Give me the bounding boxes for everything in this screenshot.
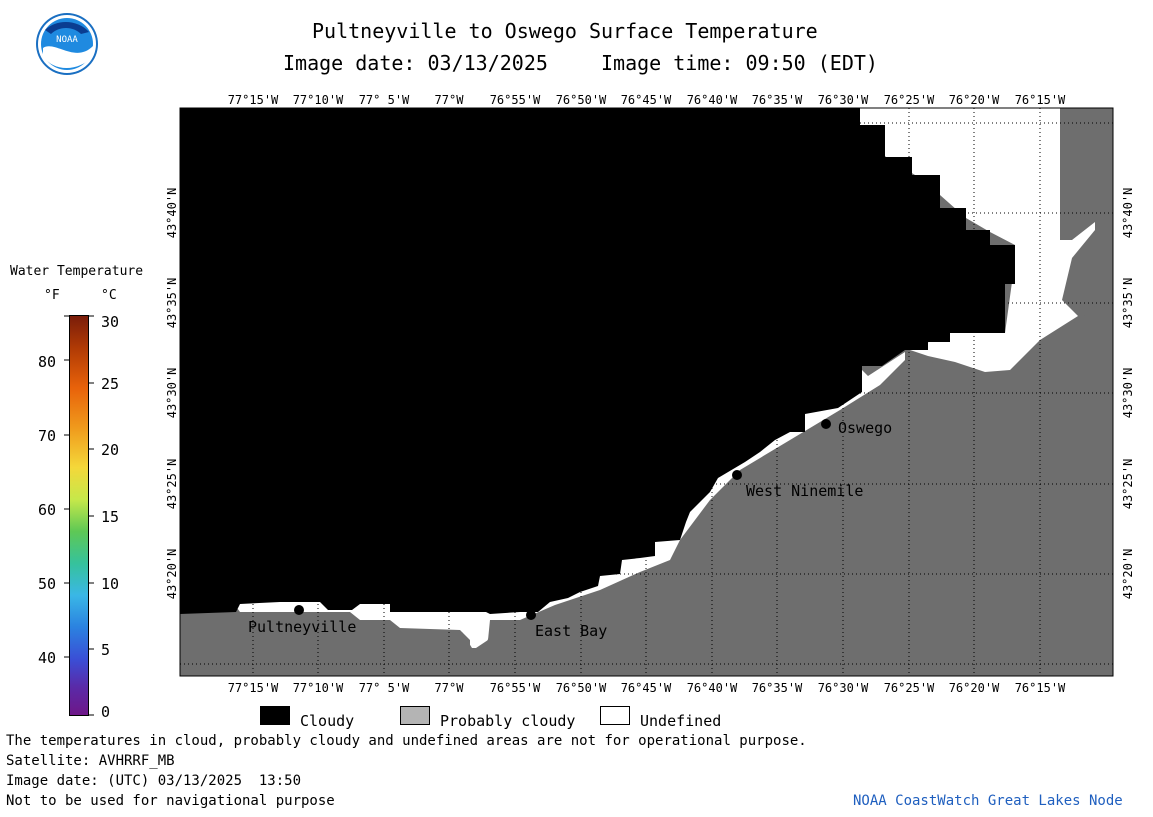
lon-label: 76°35'W [752,681,803,695]
legend-label-cloudy: Cloudy [300,712,355,730]
place-label: Oswego [838,419,892,437]
place-label: Pultneyville [248,618,356,636]
lon-label: 76°35'W [752,93,803,107]
place-label: West Ninemile [746,482,863,500]
colorbar-f-tick: 40 [38,649,57,667]
lon-label: 76°30'W [818,681,869,695]
place-pultneyville: Pultneyville [248,605,356,636]
lat-label: 43°30'N [165,368,179,419]
lon-label: 76°55'W [490,93,541,107]
undefined-region [860,108,1095,372]
lon-label: 76°20'W [949,93,1000,107]
lat-labels-left: 43°40'N 43°35'N 43°30'N 43°25'N 43°20'N [165,188,179,600]
colorbar-ticks [64,315,94,716]
lat-label: 43°20'N [165,549,179,600]
legend-swatch-cloudy [260,706,290,725]
lon-label: 77°15'W [228,681,279,695]
lon-label: 77° 5'W [359,93,410,107]
lon-label: 77°10'W [293,93,344,107]
legend-label-probably-cloudy: Probably cloudy [440,712,576,730]
colorbar-f-tick: 50 [38,575,57,593]
land-region [180,290,1113,676]
legend-swatch-undefined [600,706,630,725]
footer-utc-date: Image date: (UTC) 03/13/2025 13:50 [6,773,302,789]
lon-label: 77°W [435,681,465,695]
map-frame [179,107,1114,677]
place-label: East Bay [535,622,607,640]
lat-labels-right: 43°40'N 43°35'N 43°30'N 43°25'N 43°20'N [1121,188,1135,600]
noaa-logo: NOAA [35,12,99,76]
cloudy-region [180,108,1015,614]
colorbar-f-tick: 60 [38,501,57,519]
place-oswego: Oswego [821,419,892,437]
lon-label: 76°15'W [1015,681,1066,695]
lon-label: 76°50'W [556,681,607,695]
lat-label: 43°25'N [165,459,179,510]
colorbar-c-tick: 25 [101,375,120,393]
page-title: Pultneyville to Oswego Surface Temperatu… [312,19,818,43]
colorbar-c-tick: 5 [101,641,111,659]
lon-label: 76°25'W [884,681,935,695]
lon-label: 76°45'W [621,93,672,107]
lon-label: 76°20'W [949,681,1000,695]
lat-label: 43°20'N [1121,549,1135,600]
legend-label-undefined: Undefined [640,712,722,730]
lon-label: 76°40'W [687,93,738,107]
place-west-ninemile: West Ninemile [732,470,863,500]
colorbar-c-tick: 10 [101,575,120,593]
image-time: Image time: 09:50 (EDT) [601,51,878,75]
colorbar-unit-c: °C [101,288,117,303]
footer-nav-warning: Not to be used for navigational purpose [6,793,335,809]
lon-label: 76°45'W [621,681,672,695]
footer-satellite: Satellite: AVHRRF_MB [6,753,175,769]
lon-label: 77°15'W [228,93,279,107]
lat-label: 43°30'N [1121,368,1135,419]
lon-label: 76°55'W [490,681,541,695]
footer-credit: NOAA CoastWatch Great Lakes Node [853,793,1123,809]
noaa-logo-text: NOAA [56,35,78,45]
lat-label: 43°40'N [165,188,179,239]
colorbar-c-tick: 30 [101,313,120,331]
lon-label: 77° 5'W [359,681,410,695]
lon-label: 77°W [435,93,465,107]
lon-label: 76°30'W [818,93,869,107]
colorbar-f-tick: 80 [38,353,57,371]
lat-label: 43°35'N [165,278,179,329]
colorbar-c-tick: 0 [101,703,111,721]
legend-swatch-probably-cloudy [400,706,430,725]
lon-label: 77°10'W [293,681,344,695]
colorbar-title: Water Temperature [10,264,144,279]
lon-label: 76°50'W [556,93,607,107]
lat-label: 43°40'N [1121,188,1135,239]
lon-labels-top: 77°15'W 77°10'W 77° 5'W 77°W 76°55'W 76°… [228,93,1066,107]
place-east-bay: East Bay [526,610,607,640]
colorbar [69,315,89,716]
lon-labels-bottom: 77°15'W 77°10'W 77° 5'W 77°W 76°55'W 76°… [228,681,1066,695]
image-date: Image date: 03/13/2025 [283,51,548,75]
colorbar-unit-f: °F [44,288,60,303]
map: 77°15'W 77°10'W 77° 5'W 77°W 76°55'W 76°… [165,93,1135,695]
graticule [180,108,1113,676]
noaa-logo-icon: NOAA [36,13,98,75]
colorbar-c-tick: 15 [101,508,120,526]
lon-label: 76°15'W [1015,93,1066,107]
footer-note: The temperatures in cloud, probably clou… [6,733,807,749]
lat-label: 43°35'N [1121,278,1135,329]
lon-label: 76°25'W [884,93,935,107]
colorbar-c-tick: 20 [101,441,120,459]
colorbar-f-tick: 70 [38,427,57,445]
lat-label: 43°25'N [1121,459,1135,510]
lon-label: 76°40'W [687,681,738,695]
